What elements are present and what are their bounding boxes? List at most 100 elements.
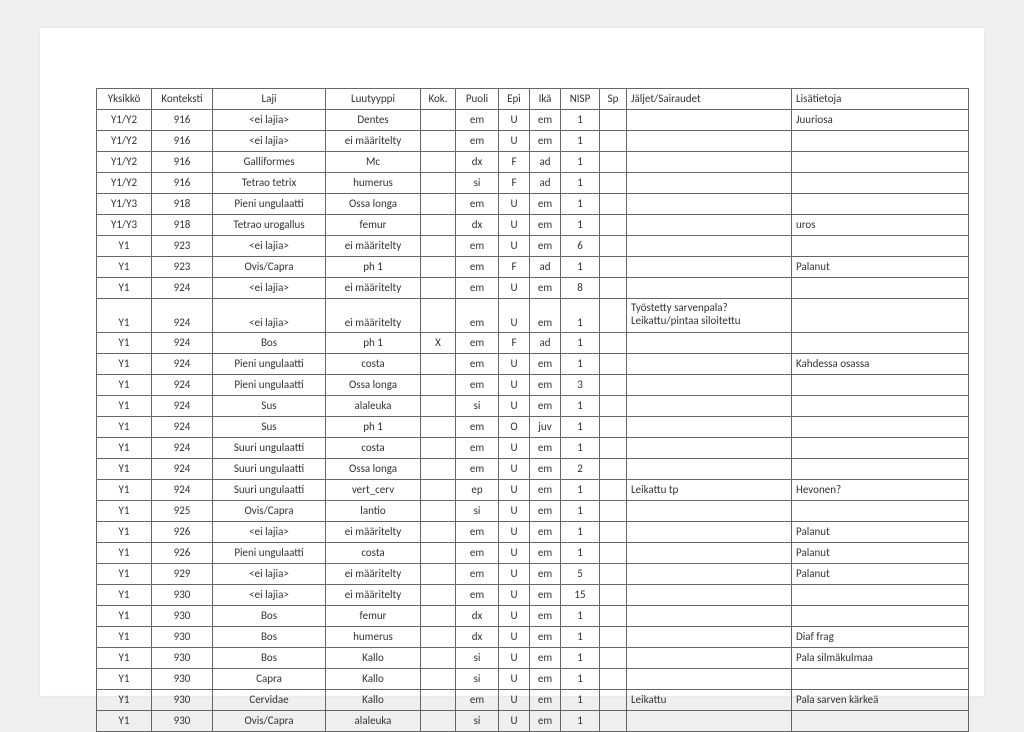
cell-puoli: dx [456,606,499,627]
cell-sp [600,564,627,585]
cell-lisa [792,585,969,606]
cell-kok [421,152,456,173]
table-row: Y1923Ovis/Capraph 1emFad1Palanut [97,257,969,278]
table-row: Y1930BoshumerusdxUem1Diaf frag [97,627,969,648]
cell-kok [421,459,456,480]
cell-puoli: em [456,333,499,354]
cell-yksikko: Y1 [97,606,152,627]
table-row: Y1930<ei lajia>ei määriteltyemUem15 [97,585,969,606]
cell-nisp: 1 [561,152,600,173]
cell-epi: U [499,669,530,690]
cell-puoli: em [456,375,499,396]
cell-laji: <ei lajia> [213,278,326,299]
cell-epi: U [499,236,530,257]
cell-jaljet [627,669,792,690]
cell-sp [600,543,627,564]
cell-nisp: 1 [561,299,600,333]
table-row: Y1926Pieni ungulaatticostaemUem1Palanut [97,543,969,564]
cell-yksikko: Y1 [97,417,152,438]
cell-laji: Suuri ungulaatti [213,459,326,480]
cell-laji: Galliformes [213,152,326,173]
table-row: Y1924Pieni ungulaatticostaemUem1Kahdessa… [97,354,969,375]
cell-konteksti: 930 [152,627,213,648]
cell-lisa [792,459,969,480]
cell-nisp: 1 [561,501,600,522]
cell-jaljet [627,459,792,480]
cell-ika: em [530,278,561,299]
col-header-jaljet: Jäljet/Sairaudet [627,89,792,110]
cell-sp [600,173,627,194]
cell-jaljet [627,152,792,173]
cell-puoli: dx [456,627,499,648]
cell-konteksti: 930 [152,669,213,690]
cell-luutyyppi: ei määritelty [326,522,421,543]
cell-kok [421,648,456,669]
cell-jaljet [627,564,792,585]
cell-yksikko: Y1/Y2 [97,152,152,173]
cell-jaljet [627,257,792,278]
cell-kok [421,606,456,627]
cell-luutyyppi: ei määritelty [326,236,421,257]
cell-puoli: si [456,396,499,417]
cell-lisa [792,417,969,438]
cell-ika: em [530,354,561,375]
cell-kok [421,396,456,417]
cell-puoli: em [456,438,499,459]
cell-luutyyppi: humerus [326,627,421,648]
cell-puoli: ep [456,480,499,501]
cell-epi: U [499,627,530,648]
cell-sp [600,257,627,278]
cell-laji: Tetrao urogallus [213,215,326,236]
cell-nisp: 1 [561,257,600,278]
cell-nisp: 8 [561,278,600,299]
document-page: YksikköKontekstiLajiLuutyyppiKok.PuoliEp… [40,28,984,696]
table-row: Y1/Y3918Tetrao urogallusfemurdxUem1uros [97,215,969,236]
cell-nisp: 1 [561,333,600,354]
cell-kok [421,543,456,564]
cell-lisa: Kahdessa osassa [792,354,969,375]
table-row: Y1924Suuri ungulaattivert_cervepUem1Leik… [97,480,969,501]
cell-laji: Suuri ungulaatti [213,438,326,459]
col-header-ika: Ikä [530,89,561,110]
cell-yksikko: Y1 [97,543,152,564]
cell-puoli: em [456,194,499,215]
cell-yksikko: Y1 [97,627,152,648]
cell-sp [600,627,627,648]
cell-konteksti: 924 [152,459,213,480]
cell-jaljet [627,543,792,564]
cell-yksikko: Y1 [97,648,152,669]
cell-ika: em [530,236,561,257]
cell-epi: U [499,131,530,152]
cell-konteksti: 930 [152,690,213,711]
cell-lisa [792,501,969,522]
table-row: Y1930BosfemurdxUem1 [97,606,969,627]
cell-lisa [792,131,969,152]
cell-jaljet [627,711,792,732]
cell-yksikko: Y1 [97,669,152,690]
cell-yksikko: Y1/Y3 [97,194,152,215]
table-row: Y1924Suuri ungulaattiOssa longaemUem2 [97,459,969,480]
cell-jaljet [627,131,792,152]
table-row: Y1926<ei lajia>ei määriteltyemUem1Palanu… [97,522,969,543]
cell-puoli: si [456,669,499,690]
cell-luutyyppi: Ossa longa [326,375,421,396]
cell-luutyyppi: Kallo [326,690,421,711]
cell-luutyyppi: costa [326,543,421,564]
cell-ika: ad [530,257,561,278]
cell-yksikko: Y1 [97,564,152,585]
cell-laji: Sus [213,396,326,417]
cell-luutyyppi: ph 1 [326,333,421,354]
cell-ika: em [530,375,561,396]
cell-epi: U [499,585,530,606]
cell-kok [421,236,456,257]
cell-ika: em [530,627,561,648]
cell-yksikko: Y1 [97,459,152,480]
cell-lisa [792,333,969,354]
cell-laji: Ovis/Capra [213,711,326,732]
cell-ika: juv [530,417,561,438]
cell-jaljet: Leikattu tp [627,480,792,501]
cell-epi: U [499,711,530,732]
cell-nisp: 1 [561,627,600,648]
cell-ika: em [530,711,561,732]
cell-konteksti: 926 [152,543,213,564]
